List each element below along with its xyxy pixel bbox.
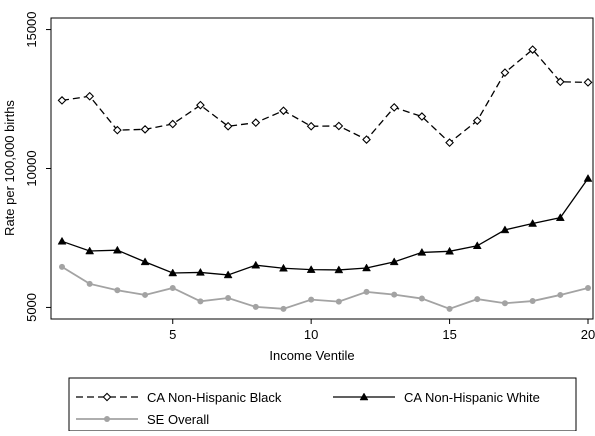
- data-point: [500, 68, 510, 78]
- data-point: [417, 247, 427, 256]
- data-point: [528, 219, 538, 227]
- x-tick-label: 20: [581, 327, 595, 342]
- series-line: [61, 48, 589, 144]
- data-point: [418, 295, 425, 302]
- data-point: [583, 173, 593, 182]
- data-point: [500, 225, 510, 234]
- data-point: [445, 246, 455, 255]
- legend-label: CA Non-Hispanic Black: [147, 390, 282, 405]
- data-point: [308, 296, 315, 303]
- data-point: [529, 298, 536, 305]
- data-point: [168, 119, 178, 129]
- data-point: [112, 245, 122, 254]
- data-point: [196, 100, 205, 110]
- data-point: [389, 102, 399, 112]
- x-tick-label: 15: [442, 327, 456, 342]
- y-axis: 5000 10000 15000: [24, 11, 51, 322]
- series-line: [61, 178, 589, 276]
- data-point: [306, 121, 316, 131]
- data-point: [223, 270, 233, 279]
- x-tick-label: 10: [304, 327, 318, 342]
- data-point: [389, 257, 399, 266]
- data-point: [362, 135, 371, 144]
- legend-item: CA Non-Hispanic White: [333, 390, 540, 405]
- x-axis-label: Income Ventile: [269, 348, 354, 363]
- data-point: [557, 291, 564, 298]
- data-point: [280, 305, 287, 312]
- legend-swatch-marker: [104, 416, 110, 422]
- data-point: [279, 263, 288, 272]
- data-point: [114, 287, 121, 294]
- data-point: [306, 265, 316, 273]
- series-se-overall: [59, 263, 591, 312]
- y-tick-label: 5000: [24, 293, 39, 322]
- legend-swatch-marker: [359, 392, 369, 401]
- data-point: [195, 267, 205, 276]
- data-point: [142, 291, 149, 298]
- data-point: [197, 298, 204, 305]
- data-point: [446, 305, 453, 312]
- legend-label: CA Non-Hispanic White: [404, 390, 540, 405]
- data-point: [85, 246, 95, 255]
- data-point: [555, 77, 565, 87]
- data-point: [334, 121, 344, 131]
- legend-item: CA Non-Hispanic Black: [76, 390, 282, 405]
- data-point: [57, 236, 67, 245]
- data-point: [59, 263, 65, 270]
- data-point: [501, 300, 508, 307]
- legend-swatch-marker: [102, 392, 112, 402]
- data-point: [251, 118, 261, 128]
- data-point: [169, 284, 176, 291]
- data-point: [335, 298, 342, 305]
- data-point: [225, 294, 232, 301]
- data-point: [168, 268, 178, 277]
- data-point: [585, 284, 591, 291]
- legend: CA Non-Hispanic Black CA Non-Hispanic Whi…: [68, 377, 577, 432]
- series-ca-non-hispanic-white: [57, 173, 593, 279]
- data-point: [85, 91, 95, 101]
- data-point: [112, 125, 122, 135]
- data-point: [362, 263, 371, 272]
- data-point: [251, 260, 261, 269]
- data-point: [417, 112, 427, 121]
- data-point: [334, 265, 344, 274]
- series-line: [61, 266, 589, 310]
- y-tick-label: 10000: [24, 150, 39, 186]
- data-point: [445, 138, 454, 148]
- series-ca-non-hispanic-black: [57, 45, 593, 148]
- data-point: [223, 121, 233, 131]
- data-point: [140, 257, 150, 266]
- y-axis-label: Rate per 100,000 births: [2, 100, 17, 236]
- x-tick-label: 5: [169, 327, 176, 342]
- data-point: [528, 45, 538, 54]
- data-point: [474, 296, 481, 303]
- legend-item: SE Overall: [76, 412, 209, 427]
- data-point: [472, 241, 482, 250]
- data-point: [391, 291, 398, 298]
- plot-frame: [50, 17, 594, 320]
- x-axis: 5 10 15 20: [169, 319, 595, 342]
- data-point: [583, 77, 593, 87]
- y-tick-label: 15000: [24, 11, 39, 47]
- data-point: [57, 96, 67, 105]
- legend-label: SE Overall: [147, 412, 209, 427]
- data-point: [555, 213, 565, 221]
- data-point: [86, 280, 93, 287]
- data-point: [252, 303, 259, 310]
- data-point: [279, 106, 288, 116]
- data-point: [140, 124, 150, 134]
- series-layer: [57, 45, 593, 312]
- data-point: [363, 288, 370, 295]
- data-point: [472, 116, 482, 126]
